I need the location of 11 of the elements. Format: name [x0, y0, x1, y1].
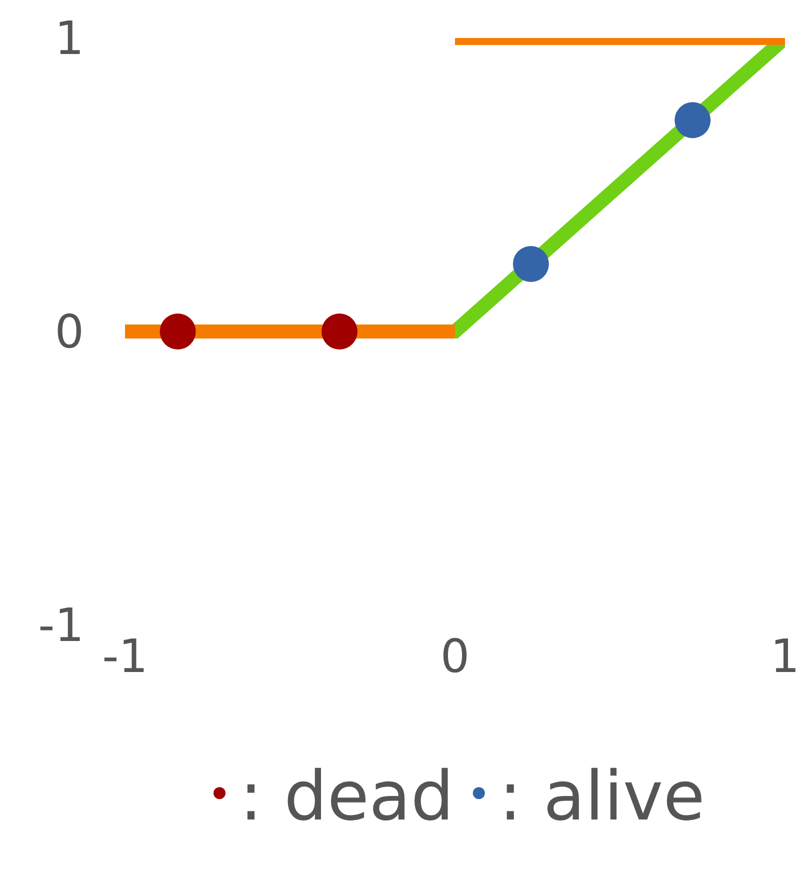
y-tick-label: 0 [54, 304, 84, 359]
point [674, 102, 711, 138]
x-tick-label: -1 [102, 629, 148, 683]
y-tick-label: 1 [54, 11, 84, 66]
x-tick-label: 1 [770, 629, 800, 683]
point [322, 314, 358, 350]
point [160, 314, 196, 350]
point [512, 246, 549, 282]
legend-label: : alive [498, 758, 705, 837]
x-tick-label: 0 [440, 629, 470, 683]
legend-label: : dead [240, 758, 454, 837]
